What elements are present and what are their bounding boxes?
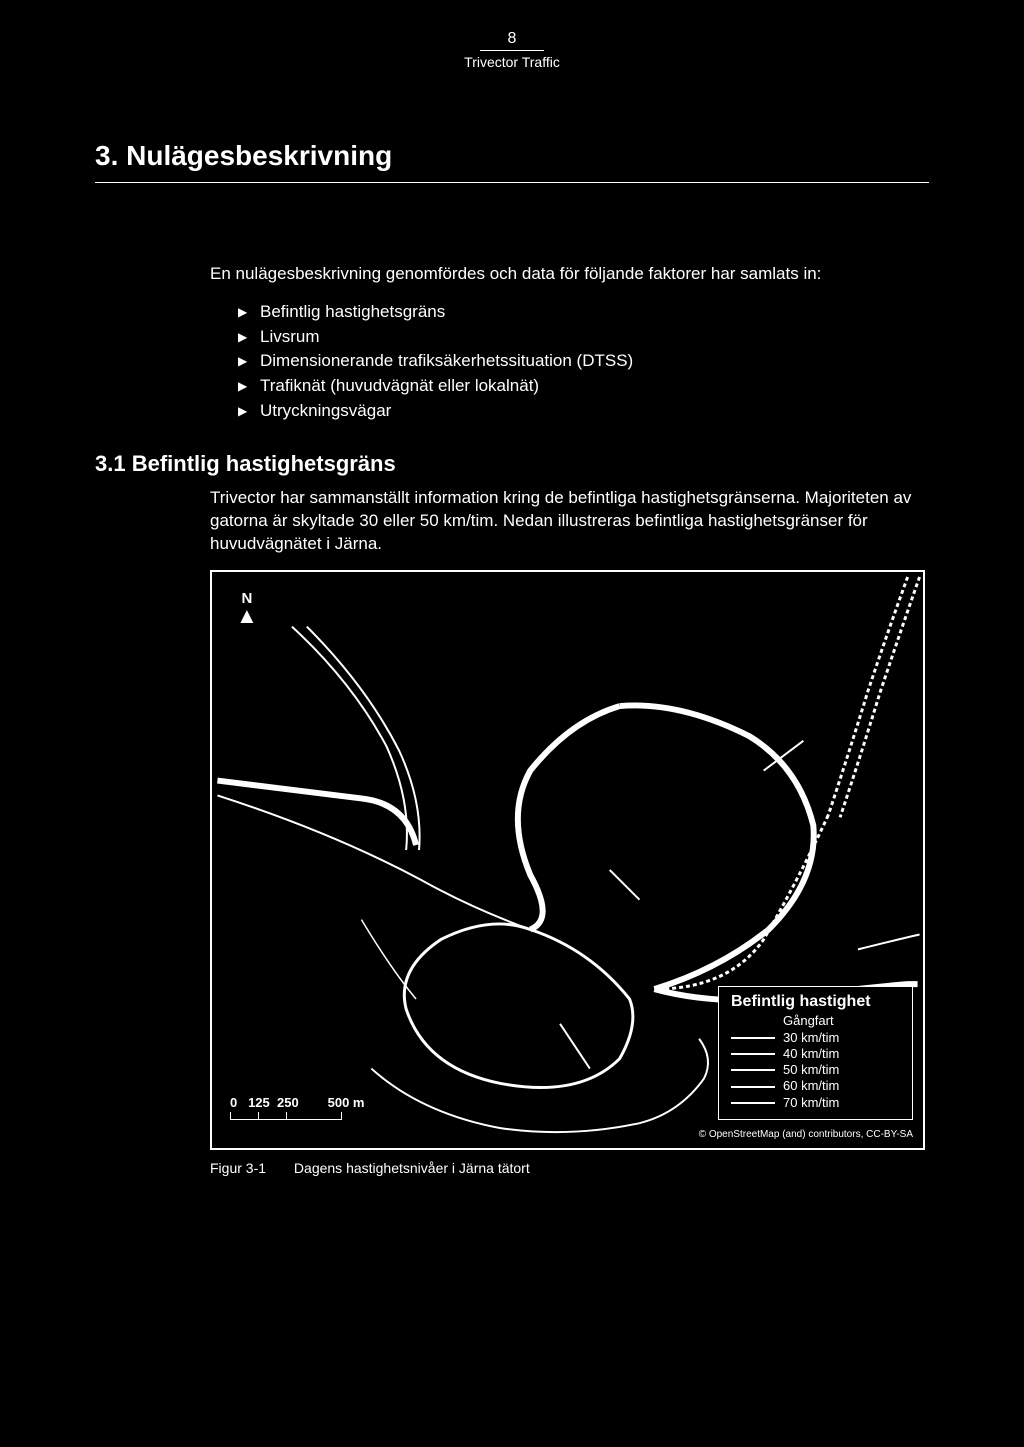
- intro-lead: En nulägesbeskrivning genomfördes och da…: [210, 263, 929, 286]
- section-body: Trivector har sammanställt information k…: [210, 487, 929, 556]
- legend-label: 50 km/tim: [783, 1062, 839, 1078]
- scale-label: 250: [277, 1095, 299, 1110]
- scale-label: 500 m: [328, 1095, 365, 1110]
- legend-row: 50 km/tim: [731, 1062, 900, 1078]
- scale-label: 125: [248, 1095, 270, 1110]
- bullet-item: Livsrum: [238, 325, 929, 350]
- figure-caption-text: Dagens hastighetsnivåer i Järna tätort: [294, 1160, 530, 1176]
- legend-box: Befintlig hastighet Gångfart 30 km/tim 4…: [718, 986, 913, 1120]
- legend-swatch: [731, 1021, 775, 1023]
- map-attribution: © OpenStreetMap (and) contributors, CC-B…: [699, 1129, 913, 1140]
- legend-label: Gångfart: [783, 1013, 834, 1029]
- legend-row: 40 km/tim: [731, 1046, 900, 1062]
- legend-row: 60 km/tim: [731, 1078, 900, 1094]
- legend-swatch: [731, 1086, 775, 1088]
- legend-swatch: [731, 1037, 775, 1039]
- bullet-item: Befintlig hastighetsgräns: [238, 300, 929, 325]
- scale-bar: 0 125 250 500 m: [230, 1095, 365, 1120]
- intro-block: En nulägesbeskrivning genomfördes och da…: [210, 263, 929, 423]
- bullet-item: Utryckningsvägar: [238, 399, 929, 424]
- legend-label: 40 km/tim: [783, 1046, 839, 1062]
- scale-label: 0: [230, 1095, 237, 1110]
- header-org: Trivector Traffic: [95, 54, 929, 70]
- legend-title: Befintlig hastighet: [731, 993, 900, 1011]
- legend-label: 30 km/tim: [783, 1030, 839, 1046]
- legend-row: 70 km/tim: [731, 1095, 900, 1111]
- legend-label: 60 km/tim: [783, 1078, 839, 1094]
- legend-label: 70 km/tim: [783, 1095, 839, 1111]
- section-heading: 3.1 Befintlig hastighetsgräns: [95, 451, 929, 477]
- legend-row: Gångfart: [731, 1013, 900, 1029]
- bullet-item: Trafiknät (huvudvägnät eller lokalnät): [238, 374, 929, 399]
- bullet-item: Dimensionerande trafiksäkerhetssituation…: [238, 349, 929, 374]
- intro-bullets: Befintlig hastighetsgräns Livsrum Dimens…: [210, 300, 929, 423]
- legend-swatch: [731, 1053, 775, 1055]
- scale-ticks: [230, 1112, 365, 1120]
- page-number: 8: [480, 30, 545, 51]
- map-frame: N ▲ 0 125 250 500 m Befintlig hastighet …: [210, 570, 925, 1150]
- figure-caption: Figur 3-1 Dagens hastighetsnivåer i Järn…: [210, 1160, 929, 1176]
- figure-container: N ▲ 0 125 250 500 m Befintlig hastighet …: [210, 570, 929, 1176]
- page-header: 8 Trivector Traffic: [95, 30, 929, 70]
- chapter-title: 3. Nulägesbeskrivning: [95, 140, 929, 183]
- legend-swatch: [731, 1102, 775, 1104]
- legend-row: 30 km/tim: [731, 1030, 900, 1046]
- legend-swatch: [731, 1069, 775, 1071]
- figure-id: Figur 3-1: [210, 1160, 266, 1176]
